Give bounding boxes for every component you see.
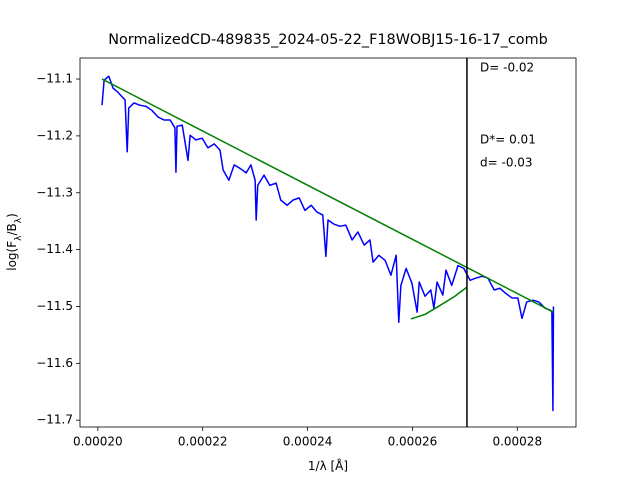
annotation: D*= 0.01 <box>480 133 536 147</box>
x-tick-label: 0.00026 <box>388 435 438 449</box>
y-tick-label: −11.1 <box>36 72 73 86</box>
x-tick-label: 0.00028 <box>492 435 542 449</box>
y-tick-label: −11.7 <box>36 413 73 427</box>
chart-title: NormalizedCD-489835_2024-05-22_F18WOBJ15… <box>108 32 548 48</box>
annotation: D= -0.02 <box>480 61 534 75</box>
y-tick-label: −11.5 <box>36 299 73 313</box>
y-tick-label: −11.4 <box>36 242 73 256</box>
data-line <box>101 78 554 313</box>
x-tick-label: 0.00024 <box>283 435 333 449</box>
x-tick-label: 0.00022 <box>178 435 228 449</box>
y-tick-label: −11.6 <box>36 356 73 370</box>
y-axis-label: log(Fλ/Bλ) <box>5 213 24 271</box>
annotation: d= -0.03 <box>480 156 533 170</box>
y-tick-label: −11.2 <box>36 128 73 142</box>
x-axis-label: 1/λ [Å] <box>308 458 348 473</box>
data-line <box>410 286 468 320</box>
data-line <box>101 75 555 412</box>
x-tick-label: 0.00020 <box>73 435 123 449</box>
plot-frame <box>79 57 577 428</box>
y-tick-label: −11.3 <box>36 185 73 199</box>
